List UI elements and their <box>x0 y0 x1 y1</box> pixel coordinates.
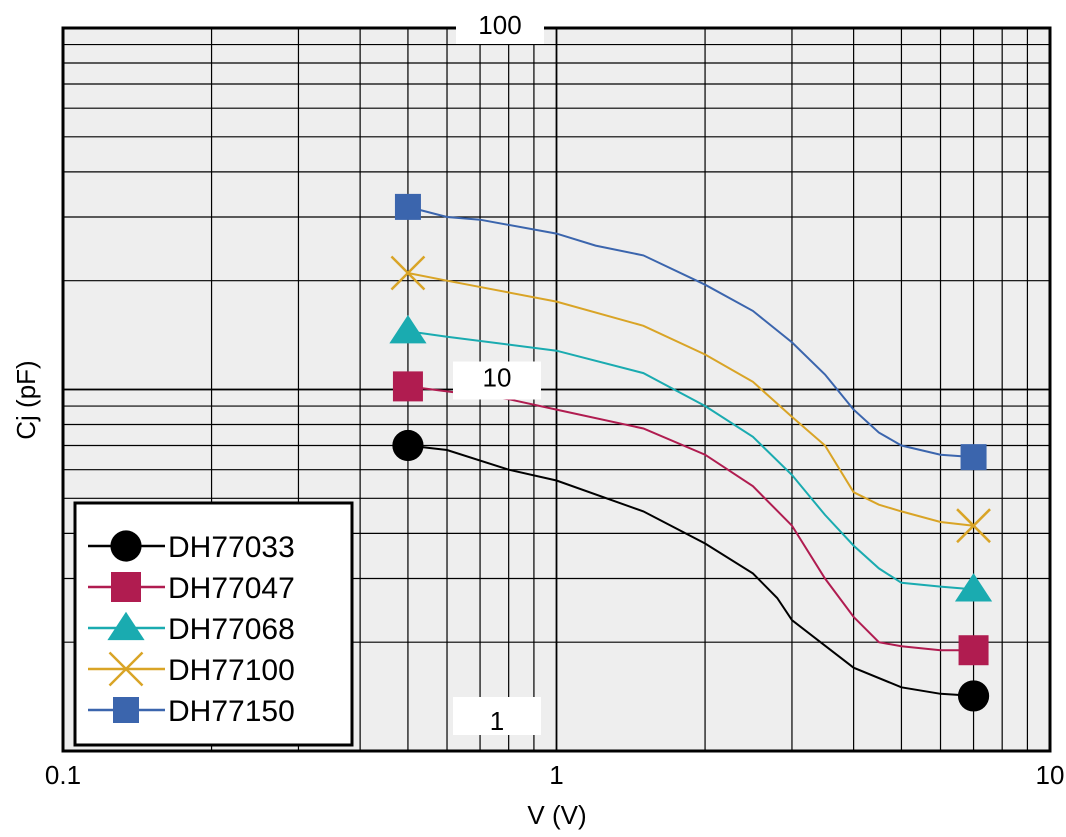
x-tick-label: 0.1 <box>45 760 81 790</box>
x-tick-labels: 0.1 1 10 <box>45 760 1065 790</box>
y-tick-label-box <box>453 697 541 735</box>
series-line <box>407 272 974 527</box>
marker-square <box>958 635 989 666</box>
series-layer <box>389 193 993 712</box>
marker-triangle <box>389 314 427 344</box>
series-line <box>407 330 974 591</box>
y-tick-label: 1 <box>490 706 504 736</box>
x-axis-label: V (V) <box>527 800 586 830</box>
y-tick-label-box <box>453 361 541 400</box>
marker-square <box>960 444 987 471</box>
marker-square <box>392 371 423 402</box>
marker-x-stroke <box>390 255 426 291</box>
series-DH77068 <box>389 314 993 602</box>
legend-label: DH77047 <box>168 572 295 605</box>
series-DH77100 <box>390 255 991 544</box>
plot-frame <box>61 26 1052 753</box>
legend-label: DH77100 <box>168 654 295 687</box>
legend-item: DH77047 <box>88 572 295 605</box>
marker-square <box>113 697 139 723</box>
marker-triangle <box>954 573 993 602</box>
y-axis-label: Cj (pF) <box>11 360 41 439</box>
marker-x-stroke <box>956 508 991 544</box>
marker-triangle <box>107 611 145 641</box>
grid <box>63 28 1050 752</box>
legend-label: DH77033 <box>168 531 295 564</box>
marker-circle <box>110 530 142 562</box>
x-tick-label: 1 <box>549 760 563 790</box>
marker-x <box>390 255 426 291</box>
legend-label: DH77068 <box>168 613 295 646</box>
series-line <box>407 444 974 697</box>
marker-circle <box>392 429 424 462</box>
marker-circle <box>957 680 990 712</box>
series-line <box>407 205 974 459</box>
marker-square <box>111 572 141 602</box>
legend-label: DH77150 <box>168 695 295 728</box>
legend-item: DH77068 <box>88 611 295 646</box>
marker-x <box>108 651 144 687</box>
legend-item: DH77033 <box>88 530 295 564</box>
y-tick-label: 100 <box>478 10 521 40</box>
series-DH77047 <box>392 371 989 666</box>
y-tick-labels: 100 10 1 <box>453 6 544 736</box>
series-DH77150 <box>394 193 987 471</box>
y-tick-label-box <box>456 6 544 44</box>
legend-item: DH77150 <box>88 695 295 728</box>
series-DH77033 <box>392 429 990 712</box>
series-line <box>407 385 974 652</box>
x-tick-label: 10 <box>1036 760 1065 790</box>
marker-x <box>956 508 991 544</box>
y-tick-label: 10 <box>483 363 512 393</box>
legend-item: DH77100 <box>88 651 295 687</box>
marker-square <box>394 193 421 220</box>
marker-x-stroke <box>108 651 144 687</box>
legend: DH77033 DH77047 DH77068 DH77100 DH77150 <box>73 501 354 747</box>
